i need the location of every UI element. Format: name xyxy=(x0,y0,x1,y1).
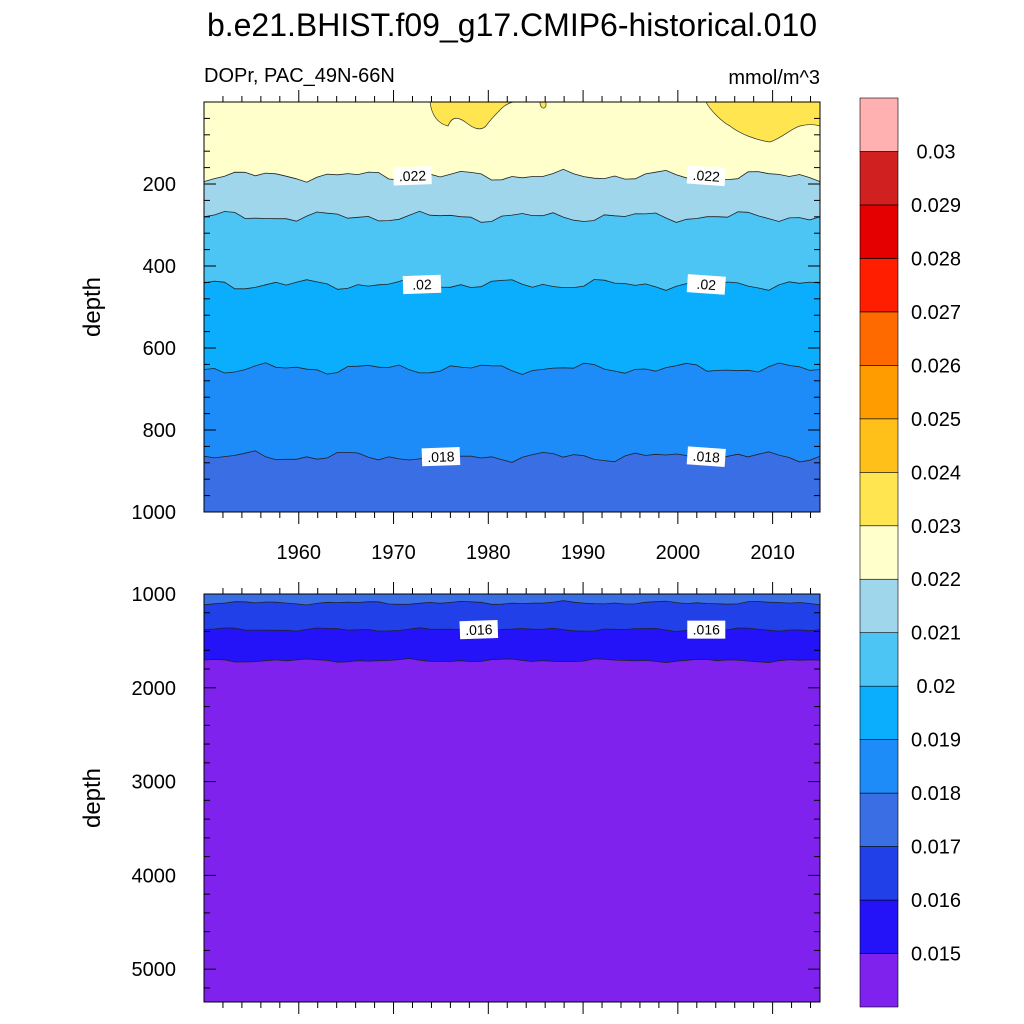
contour-label-bg xyxy=(686,446,726,467)
contour-label: .018 xyxy=(427,448,455,465)
lower-panel: .016 .016 1000 2000 3000 4000 5000 depth xyxy=(79,582,821,1014)
contour-label: .02 xyxy=(696,276,717,293)
colorbar-label: 0.021 xyxy=(911,623,961,645)
contour-label: .02 xyxy=(412,276,432,293)
contour-lower-2 xyxy=(203,658,821,664)
contour-label: .016 xyxy=(465,621,493,638)
colorbar-label: 0.03 xyxy=(917,141,956,163)
colorbar-swatch xyxy=(859,792,899,847)
patch-upper-1 xyxy=(429,101,515,130)
colorbar-label: 0.027 xyxy=(911,302,961,324)
contour-label-bg xyxy=(402,274,442,295)
y-tick-label: 1000 xyxy=(132,502,177,524)
contour-label-group: .022 xyxy=(393,166,432,186)
colorbar-label: 0.016 xyxy=(911,890,961,912)
colorbar-label: 0.017 xyxy=(911,837,961,859)
x-tick-label: 1970 xyxy=(371,542,416,564)
main-title: b.e21.BHIST.f09_g17.CMIP6-historical.010 xyxy=(207,7,817,43)
colorbar-swatch xyxy=(859,899,899,954)
colorbar-label: 0.019 xyxy=(911,730,961,752)
y-tick-label: 5000 xyxy=(132,959,177,981)
colorbar-label: 0.022 xyxy=(911,569,961,591)
x-tick-label: 2010 xyxy=(750,542,795,564)
plot-frame-lower xyxy=(203,593,821,1003)
y-tick-label: 2000 xyxy=(132,678,177,700)
contour-upper-3 xyxy=(203,362,821,375)
units-label: mmol/m^3 xyxy=(728,67,820,89)
colorbar-swatch xyxy=(859,311,899,366)
contour-label-group: .018 xyxy=(421,446,461,467)
colorbar-label: 0.018 xyxy=(911,783,961,805)
colorbar-swatch xyxy=(859,151,899,206)
colorbar-swatch xyxy=(859,953,899,1008)
colorbar: 0.015 0.016 0.017 0.018 0.019 0.02 0.021 0.022 0… xyxy=(859,97,961,1008)
contour-label-group: .018 xyxy=(686,446,726,467)
colorbar-label: 0.026 xyxy=(911,355,961,377)
colorbar-swatch xyxy=(859,418,899,473)
colorbar-swatch xyxy=(859,685,899,740)
upper-panel: .022 .022 .02 .02 .018 .018 200 400 600 800 1000 de… xyxy=(79,90,821,564)
plot-frame-upper xyxy=(203,101,821,513)
y-tick-label: 600 xyxy=(143,338,176,360)
colorbar-swatch xyxy=(859,578,899,634)
colorbar-swatch xyxy=(859,365,899,420)
x-tick-label: 1990 xyxy=(561,542,606,564)
colorbar-label: 0.02 xyxy=(917,676,956,698)
colorbar-label: 0.025 xyxy=(911,409,961,431)
contour-label: .022 xyxy=(399,167,427,184)
contour-label-group: .02 xyxy=(686,274,726,295)
contour-label: .016 xyxy=(693,622,720,638)
x-tick-label: 1980 xyxy=(466,542,511,564)
colorbar-label: 0.028 xyxy=(911,248,961,270)
contour-label-bg xyxy=(459,619,499,640)
contour-label-group: .022 xyxy=(686,165,726,187)
x-tick-label: 1960 xyxy=(277,542,322,564)
y-tick-label: 400 xyxy=(143,256,176,278)
y-axis-title: depth xyxy=(79,768,106,828)
contour-label-bg xyxy=(687,620,726,639)
y-tick-label: 3000 xyxy=(132,772,177,794)
y-tick-label: 800 xyxy=(143,420,176,442)
contour-upper-1 xyxy=(203,210,821,223)
colorbar-label: 0.029 xyxy=(911,195,961,217)
contour-label: .018 xyxy=(692,448,721,466)
colorbar-swatch xyxy=(859,846,899,901)
band-upper-5 xyxy=(204,450,820,512)
band-lower-3 xyxy=(204,658,820,1002)
colorbar-swatch xyxy=(859,739,899,794)
colorbar-swatch xyxy=(859,632,899,687)
contour-label-group: .016 xyxy=(687,620,726,639)
y-tick-label: 1000 xyxy=(132,584,177,606)
y-tick-label: 4000 xyxy=(132,865,177,887)
colorbar-swatch xyxy=(859,471,899,527)
contour-label-bg xyxy=(686,165,726,187)
contour-label-bg xyxy=(421,446,461,467)
contour-label: .022 xyxy=(692,167,721,185)
contour-label-bg xyxy=(686,274,726,295)
y-axis-title: depth xyxy=(79,277,106,337)
contour-label-group: .016 xyxy=(459,619,499,640)
contour-lower-0 xyxy=(203,600,821,606)
colorbar-swatch xyxy=(859,525,899,580)
colorbar-swatch xyxy=(859,97,899,152)
contour-label-group: .02 xyxy=(402,274,442,295)
y-tick-label: 200 xyxy=(143,174,176,196)
left-subtitle: DOPr, PAC_49N-66N xyxy=(204,65,395,87)
colorbar-label: 0.023 xyxy=(911,516,961,538)
x-tick-label: 2000 xyxy=(656,542,701,564)
colorbar-swatch xyxy=(859,258,899,313)
colorbar-label: 0.015 xyxy=(911,944,961,966)
contour-label-bg xyxy=(393,166,432,186)
colorbar-label: 0.024 xyxy=(911,462,961,484)
colorbar-swatch xyxy=(859,204,899,259)
patch-upper-3 xyxy=(705,101,821,143)
